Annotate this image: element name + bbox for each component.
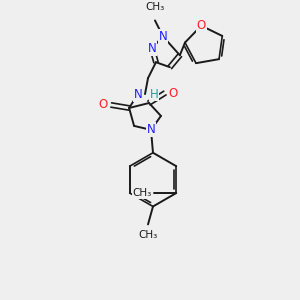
Text: N: N <box>148 42 156 55</box>
Text: O: O <box>168 87 178 100</box>
Text: CH₃: CH₃ <box>138 230 158 240</box>
Text: O: O <box>196 19 206 32</box>
Text: N: N <box>159 30 167 43</box>
Text: CH₃: CH₃ <box>145 2 165 13</box>
Text: N: N <box>147 123 155 136</box>
Text: N: N <box>134 88 142 100</box>
Text: CH₃: CH₃ <box>132 188 152 198</box>
Text: H: H <box>150 88 159 100</box>
Text: O: O <box>99 98 108 112</box>
